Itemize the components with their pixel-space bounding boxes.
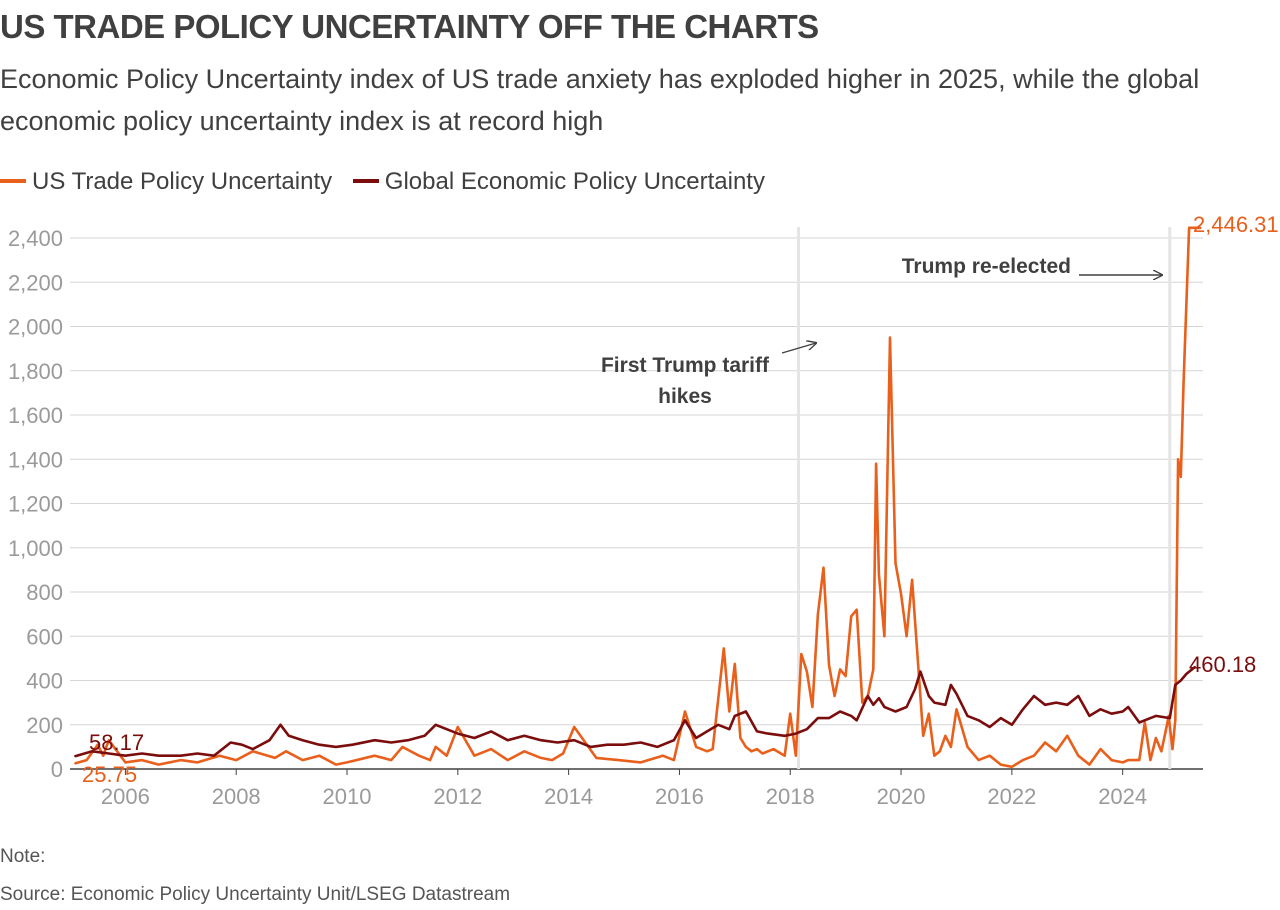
source-note: Source: Economic Policy Uncertainty Unit… xyxy=(0,884,511,905)
legend-label-us-trade: US Trade Policy Uncertainty xyxy=(32,168,333,195)
y-tick-label: 2,200 xyxy=(8,270,63,295)
y-tick-label: 1,000 xyxy=(8,536,63,561)
x-tick-label: 2012 xyxy=(433,784,482,809)
annotation-first-tariff-line1: First Trump tariff xyxy=(601,354,770,377)
y-tick-label: 800 xyxy=(26,580,63,605)
x-tick-label: 2022 xyxy=(987,784,1036,809)
us-trade-end-label: 2,446.31 xyxy=(1193,212,1279,237)
y-tick-label: 0 xyxy=(51,757,63,782)
x-tick-label: 2016 xyxy=(655,784,704,809)
legend-item-global: Global Economic Policy Uncertainty xyxy=(352,168,765,196)
global-end-label: 460.18 xyxy=(1189,652,1256,677)
legend-item-us-trade: US Trade Policy Uncertainty xyxy=(0,168,332,196)
x-tick-label: 2020 xyxy=(877,784,926,809)
x-axis-ticks: 2006 2008 2010 2012 2014 2016 2018 2020 2022 2024 xyxy=(101,769,1147,809)
label-layer: 58.17 25.75 2,446.31 460.18 First Trump … xyxy=(82,212,1279,787)
chart-title: US TRADE POLICY UNCERTAINTY OFF THE CHAR… xyxy=(0,8,819,45)
y-tick-label: 2,400 xyxy=(8,226,63,251)
chart-subtitle: Economic Policy Uncertainty index of US … xyxy=(0,64,1200,136)
y-tick-label: 1,400 xyxy=(8,447,63,472)
y-tick-label: 400 xyxy=(26,669,63,694)
us-trade-start-label: 25.75 xyxy=(82,762,137,787)
y-tick-label: 1,800 xyxy=(8,359,63,384)
series-layer xyxy=(74,226,1202,769)
x-tick-label: 2018 xyxy=(766,784,815,809)
grid-layer xyxy=(70,237,1203,770)
x-tick-label: 2008 xyxy=(212,784,261,809)
legend-swatch-global xyxy=(352,178,379,183)
series-line-us-trade xyxy=(74,226,1202,769)
y-tick-label: 200 xyxy=(26,713,63,738)
annotation-reelected: Trump re-elected xyxy=(902,255,1071,278)
global-start-label: 58.17 xyxy=(89,730,144,755)
y-tick-label: 1,600 xyxy=(8,403,63,428)
y-tick-label: 1,200 xyxy=(8,492,63,517)
series-line-global xyxy=(74,665,1196,758)
event-layer xyxy=(797,227,1172,769)
y-tick-label: 600 xyxy=(26,624,63,649)
legend-swatch-us-trade xyxy=(0,178,26,183)
annotation-first-tariff-arrow xyxy=(781,343,816,354)
footnote: Note: xyxy=(0,846,46,867)
legend-label-global: Global Economic Policy Uncertainty xyxy=(384,168,765,195)
annotation-first-tariff-line2: hikes xyxy=(658,385,712,408)
legend: US Trade Policy Uncertainty Global Econo… xyxy=(0,168,779,196)
x-tick-label: 2010 xyxy=(323,784,372,809)
x-tick-label: 2024 xyxy=(1098,784,1147,809)
y-tick-label: 2,000 xyxy=(8,315,63,340)
x-tick-label: 2006 xyxy=(101,784,150,809)
y-axis-ticks: 0 200 400 600 800 1,000 1,200 1,400 1,600 1,800 2,… xyxy=(8,226,63,782)
x-tick-label: 2014 xyxy=(544,784,593,809)
